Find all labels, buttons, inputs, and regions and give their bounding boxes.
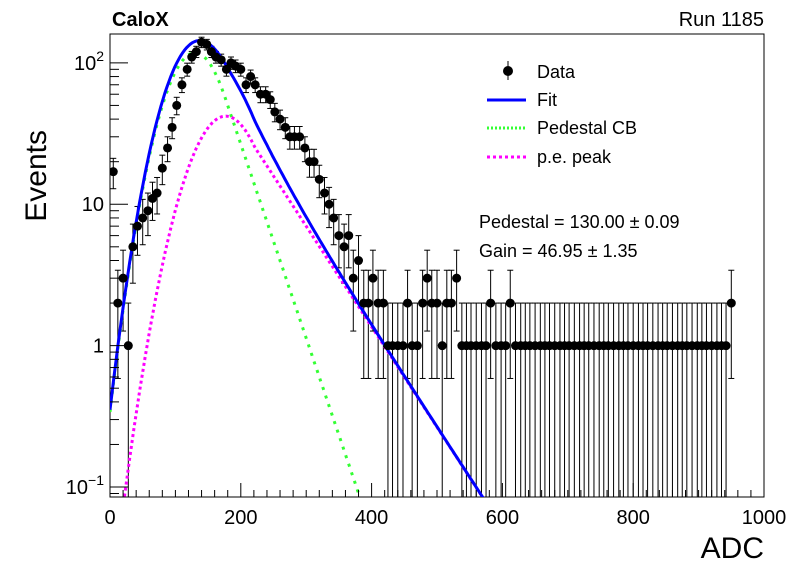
legend-entry-pe-peak: p.e. peak (487, 147, 612, 167)
data-point (163, 143, 173, 153)
data-point (300, 143, 310, 153)
x-tick-label: 200 (224, 507, 257, 529)
fit-pedestal-result: Pedestal = 130.00 ± 0.09 (479, 212, 680, 232)
data-point (216, 55, 226, 65)
pe-peak-curve (122, 114, 485, 497)
x-tick-label: 0 (104, 507, 115, 529)
data-point (344, 231, 354, 241)
chart-title: CaloX (112, 9, 169, 31)
data-point (486, 298, 496, 308)
data-point (446, 298, 456, 308)
data-point (221, 64, 231, 74)
x-tick-label: 600 (486, 507, 519, 529)
run-label: Run 1185 (679, 9, 764, 31)
legend-label-pedestal-cb: Pedestal CB (537, 118, 637, 138)
data-point (123, 341, 133, 351)
data-point (452, 273, 462, 283)
legend-entry-data: Data (503, 61, 576, 82)
y-tick-label: 10−1 (66, 472, 104, 499)
fit-curve (110, 39, 485, 497)
data-point (437, 341, 447, 351)
legend: Data Fit Pedestal CB p.e. peak (487, 61, 637, 167)
data-point (132, 221, 142, 231)
data-point (348, 273, 358, 283)
data-point (236, 64, 246, 74)
data-point (501, 341, 511, 351)
data-point (128, 242, 138, 252)
legend-label-pe-peak: p.e. peak (537, 147, 612, 167)
data-point (275, 114, 285, 124)
data-point (295, 132, 305, 142)
data-point (246, 72, 256, 82)
data-point (324, 199, 334, 209)
y-axis-label: Events (20, 130, 53, 222)
error-bars (110, 36, 736, 497)
legend-entry-fit: Fit (487, 90, 557, 110)
data-point (403, 298, 413, 308)
data-point (354, 256, 364, 266)
legend-entry-pedestal-cb: Pedestal CB (487, 118, 637, 138)
data-point (314, 174, 324, 184)
y-tick-label: 102 (74, 48, 104, 75)
data-point (138, 213, 148, 223)
data-point (412, 341, 422, 351)
data-point (110, 167, 118, 177)
data-point (280, 122, 290, 132)
data-point (167, 122, 177, 132)
data-point (265, 95, 275, 105)
data-point (726, 298, 736, 308)
fit-curves (110, 39, 485, 497)
y-axis: 10−1 1 10 102 (66, 48, 128, 499)
data-point (432, 298, 442, 308)
data-point (250, 80, 260, 90)
x-axis: 0 200 400 600 800 1000 (104, 483, 786, 529)
data-point (721, 341, 731, 351)
data-point (202, 39, 212, 49)
x-tick-label: 800 (617, 507, 650, 529)
data-point (339, 242, 349, 252)
data-point (270, 107, 280, 117)
data-point (363, 298, 373, 308)
data-markers (110, 37, 736, 351)
x-tick-label: 1000 (742, 507, 787, 529)
data-point (329, 213, 339, 223)
data-point (368, 273, 378, 283)
data-point (398, 341, 408, 351)
x-axis-label: ADC (701, 532, 764, 565)
legend-label-fit: Fit (537, 90, 557, 110)
y-tick-label: 10 (82, 194, 104, 216)
legend-label-data: Data (537, 62, 576, 82)
data-point (118, 273, 128, 283)
y-tick-label: 1 (93, 336, 104, 358)
data-point (309, 157, 319, 167)
data-point (191, 47, 201, 57)
data-point (143, 206, 153, 216)
data-point (505, 298, 515, 308)
data-point (152, 188, 162, 198)
data-point (481, 341, 491, 351)
data-point (177, 80, 187, 90)
data-point (422, 273, 432, 283)
data-point (182, 64, 192, 74)
data-point (334, 231, 344, 241)
data-point (378, 298, 388, 308)
data-point (157, 163, 167, 173)
data-point (241, 80, 251, 90)
fit-gain-result: Gain = 46.95 ± 1.35 (479, 241, 638, 261)
data-point (320, 188, 330, 198)
data-point (172, 100, 182, 110)
data-point (418, 298, 428, 308)
legend-data-marker (503, 66, 513, 76)
x-tick-label: 400 (355, 507, 388, 529)
